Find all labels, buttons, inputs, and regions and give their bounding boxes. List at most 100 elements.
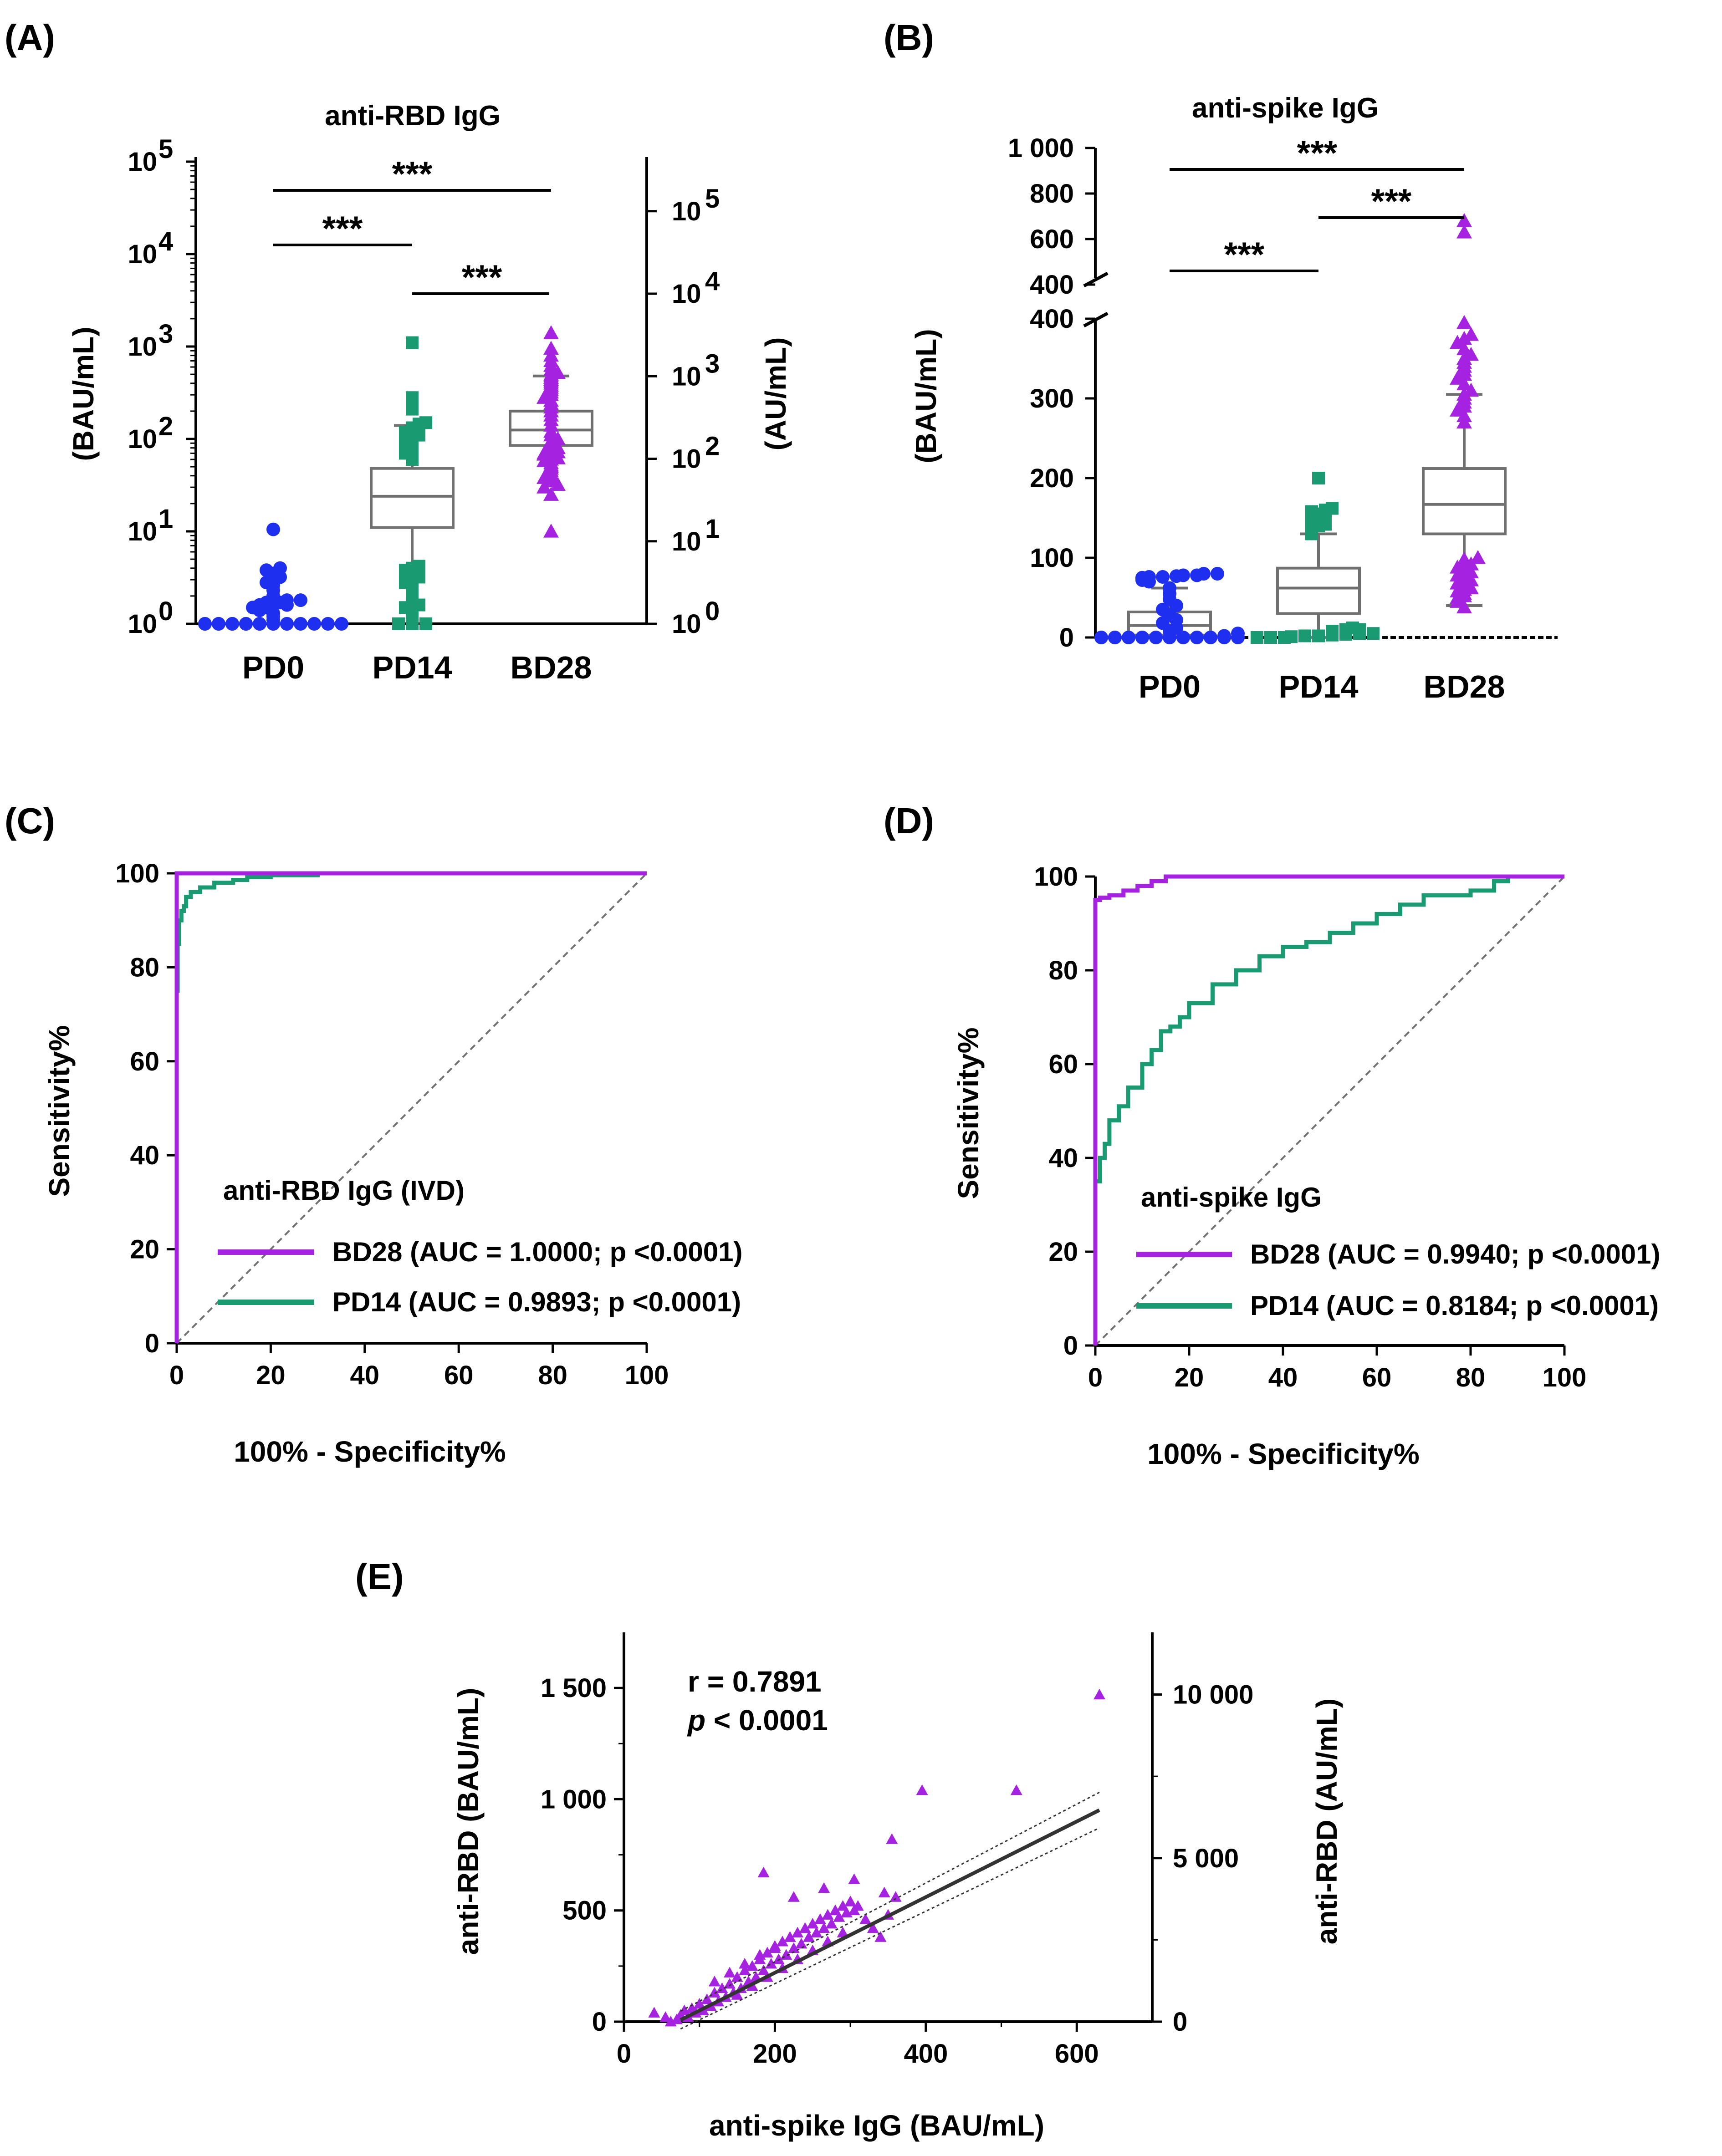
panel-e-point <box>787 1942 800 1953</box>
panel-a-point-pd0 <box>280 593 294 607</box>
panel-e-point <box>772 1953 785 1964</box>
panel-b-point-pd0 <box>1156 570 1170 584</box>
panel-a-point-pd14 <box>406 336 419 349</box>
panel-b-point-pd0 <box>1094 631 1108 644</box>
panel-b-ytick-label-lower: 300 <box>1030 384 1074 413</box>
panel-b-point-pd14 <box>1285 630 1298 643</box>
panel-e-point <box>1093 1688 1105 1700</box>
panel-e-point <box>777 1936 788 1947</box>
panel-b-axis-break-bottom <box>1083 311 1109 328</box>
panel-e-point <box>757 1866 770 1878</box>
panel-a-point-pd14 <box>419 416 432 429</box>
panel-e-y2tick-label: 5 000 <box>1173 1844 1239 1873</box>
panel-b-ytick-label-upper: 400 <box>1030 270 1074 300</box>
panel-e-point <box>739 1964 751 1976</box>
panel-a-y2tick-exponent: 3 <box>705 349 720 378</box>
panel-d-ytick-label: 80 <box>1048 956 1078 985</box>
panel-b-sig-label-pd0-pd14: *** <box>1224 235 1265 274</box>
panel-e-point <box>889 1891 902 1902</box>
panel-c-legend: anti-RBD IgG (IVD) BD28 (AUC = 1.0000; p… <box>218 1175 742 1317</box>
panel-b-point-bd28 <box>1456 213 1472 227</box>
panel-a-ytick-label: 10 <box>128 147 157 177</box>
panel-b-box-pd14 <box>1276 566 1361 615</box>
panel-a-ytick-exponent: 4 <box>158 227 173 256</box>
panel-e-point <box>837 1900 849 1911</box>
panel-e-point <box>795 1938 807 1949</box>
panel-b-point-pd0 <box>1108 631 1122 644</box>
panel-a-ytick-exponent: 1 <box>158 504 173 534</box>
panel-c-ytick-label: 100 <box>115 859 159 888</box>
panel-a-ytick-label: 10 <box>128 332 157 362</box>
panel-c: (C) Sensitivity% 100% - Specificity% 0 20… <box>5 800 742 1468</box>
panel-a-sig-label-pd14-bd28: *** <box>462 258 502 297</box>
panel-e-stat-r: r = 0.7891 <box>688 1665 822 1698</box>
panel-b-point-pd14 <box>1312 629 1325 642</box>
panel-a-category-pd0: PD0 <box>242 650 304 685</box>
panel-d-legend: anti-spike IgG BD28 (AUC = 0.9940; p <0.… <box>1136 1182 1660 1321</box>
panel-b-point-bd28 <box>1450 403 1465 417</box>
panel-a-point-pd0 <box>198 617 212 631</box>
panel-b-point-pd0 <box>1142 570 1156 584</box>
panel-b-point-pd14 <box>1264 631 1277 644</box>
panel-a-category-bd28: BD28 <box>511 650 592 685</box>
panel-a-y2tick-exponent: 5 <box>705 184 720 214</box>
panel-a-point-bd28 <box>550 477 566 491</box>
panel-a-significance: *** *** *** <box>273 155 551 297</box>
panel-a-ytick-label: 10 <box>128 240 157 269</box>
panel-e-xlabel: anti-spike IgG (BAU/mL) <box>709 2109 1044 2142</box>
panel-e-point <box>799 1922 811 1933</box>
panel-c-legend-title: anti-RBD IgG (IVD) <box>223 1175 465 1206</box>
panel-e-point <box>761 1947 773 1957</box>
panel-e-point <box>659 2011 672 2022</box>
panel-b-ytick-label-lower: 100 <box>1030 543 1074 573</box>
panel-e-point <box>829 1904 841 1916</box>
panel-b-point-pd14 <box>1298 629 1311 642</box>
panel-e-ytick-label: 0 <box>592 2007 607 2037</box>
panel-a-point-pd0 <box>294 593 307 607</box>
panel-b-point-pd14 <box>1326 625 1339 637</box>
panel-b-point-pd14 <box>1312 472 1325 484</box>
panel-b-point-pd0 <box>1190 631 1204 644</box>
panel-c-roc-line-bd28 <box>174 871 647 1343</box>
panel-b-ytick-label-upper: 600 <box>1030 224 1074 254</box>
panel-e-point <box>844 1896 857 1906</box>
panel-e-point <box>769 1940 781 1951</box>
panel-a-sig-label-pd0-pd14: *** <box>322 209 363 248</box>
panel-a-y2tick-label: 10 <box>672 444 701 474</box>
panel-b-category-bd28: BD28 <box>1424 669 1505 704</box>
panel-d-ytick-label: 40 <box>1048 1143 1078 1173</box>
panel-a-point-pd14 <box>419 617 432 630</box>
panel-c-label: (C) <box>5 800 55 841</box>
panel-b-point-pd0 <box>1211 567 1224 581</box>
panel-e-point <box>701 1993 713 2004</box>
panel-a-ytick-label: 10 <box>128 517 157 546</box>
panel-d-ytick-label: 20 <box>1048 1237 1078 1267</box>
panel-a-label: (A) <box>5 17 55 58</box>
panel-d-legend-pd14: PD14 (AUC = 0.8184; p <0.0001) <box>1250 1290 1659 1321</box>
panel-d-legend-title: anti-spike IgG <box>1141 1182 1322 1213</box>
panel-d-ylabel: Sensitivity% <box>952 1027 985 1199</box>
panel-e-point <box>792 1927 804 1937</box>
panel-c-ytick-label: 40 <box>130 1141 159 1170</box>
panel-a-point-pd0 <box>273 561 287 575</box>
panel-d-roc-line-bd28 <box>1093 874 1564 1346</box>
panel-a-point-pd0 <box>307 617 321 631</box>
panel-b-point-pd14 <box>1251 631 1263 644</box>
panel-b-point-pd0 <box>1197 567 1211 581</box>
panel-b-point-bd28 <box>1463 327 1479 341</box>
panel-a-ytick-exponent: 3 <box>158 319 173 349</box>
panel-a-box-pd14 <box>370 467 455 529</box>
panel-a-point-pd0 <box>260 563 273 577</box>
panel-a-ytick-label: 10 <box>128 609 157 639</box>
panel-b-ylabel: (BAU/mL) <box>910 329 942 463</box>
panel-a-y2tick-exponent: 0 <box>705 596 720 626</box>
panel-a-point-pd0 <box>266 522 280 536</box>
panel-b-ytick-label-upper: 1 000 <box>1008 133 1074 163</box>
panel-b-point-pd14 <box>1305 505 1318 518</box>
panel-b-point-pd0 <box>1156 602 1170 617</box>
panel-a-point-pd14 <box>406 391 419 404</box>
panel-e-point <box>739 1957 751 1969</box>
panel-e-point <box>833 1911 845 1922</box>
panel-a-ylabel: (BAU/mL) <box>67 326 100 461</box>
